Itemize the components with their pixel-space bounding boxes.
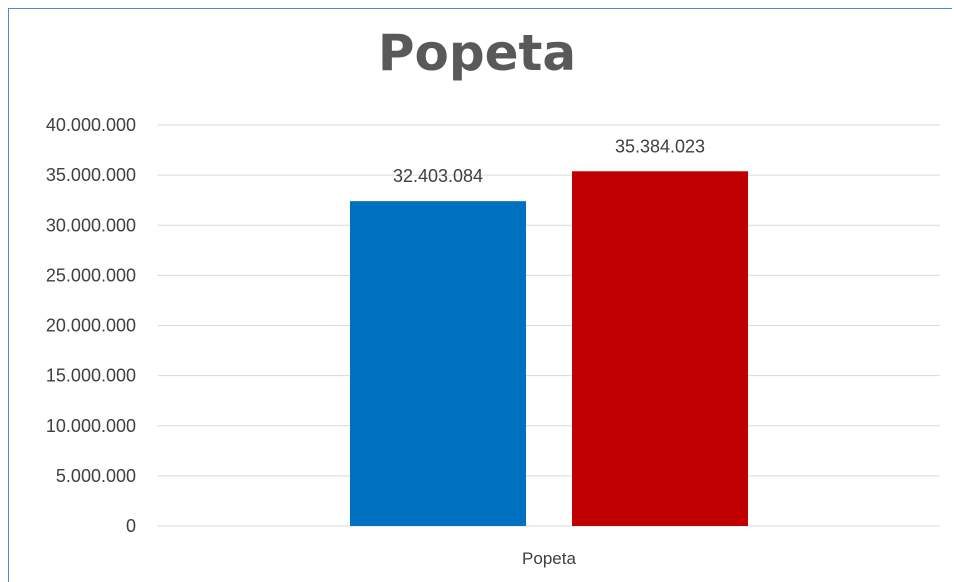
bar [350, 201, 526, 526]
y-tick-label: 30.000.000 [46, 215, 136, 235]
y-tick-label: 0 [126, 516, 136, 536]
y-tick-label: 25.000.000 [46, 265, 136, 285]
chart-title: Popeta [377, 24, 577, 82]
y-tick-label: 20.000.000 [46, 316, 136, 336]
y-tick-label: 35.000.000 [46, 165, 136, 185]
bar-data-label: 32.403.084 [393, 166, 483, 186]
y-tick-label: 5.000.000 [56, 466, 136, 486]
bar-data-label: 35.384.023 [615, 136, 705, 156]
y-tick-label: 15.000.000 [46, 366, 136, 386]
y-tick-label: 10.000.000 [46, 416, 136, 436]
bar [572, 171, 748, 526]
y-tick-label: 40.000.000 [46, 115, 136, 135]
x-category-label: Popeta [522, 549, 576, 568]
